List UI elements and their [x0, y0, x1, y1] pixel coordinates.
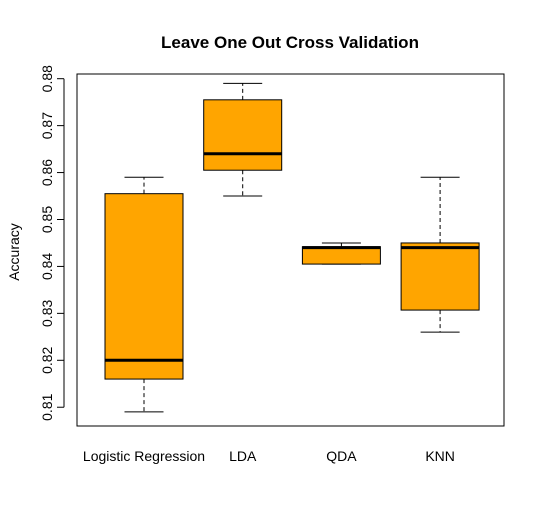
y-tick-label: 0.88	[39, 65, 55, 92]
plot-frame	[76, 73, 505, 427]
y-tick-label: 0.86	[39, 159, 55, 186]
box-logistic-regression	[104, 176, 184, 413]
x-tick-label: LDA	[229, 448, 257, 464]
iqr-box	[203, 99, 283, 171]
y-tick-label: 0.81	[39, 393, 55, 420]
y-tick-label: 0.87	[39, 112, 55, 139]
iqr-box	[400, 242, 480, 311]
box-qda	[301, 242, 381, 265]
plot-area: 0.81 0.82 0.83 0.84 0.85 0.86 0.87 0.88 Logistic…	[39, 65, 505, 464]
chart-title: Leave One Out Cross Validation	[161, 33, 419, 52]
iqr-box	[301, 246, 381, 265]
x-tick-label: QDA	[326, 448, 357, 464]
y-tick-label: 0.82	[39, 346, 55, 373]
y-tick-label: 0.84	[39, 253, 55, 280]
x-tick-label: Logistic Regression	[83, 448, 205, 464]
box-lda	[203, 82, 283, 197]
y-axis-label: Accuracy	[6, 223, 22, 281]
y-tick-label: 0.85	[39, 206, 55, 233]
box-knn	[400, 176, 480, 333]
x-tick-label: KNN	[425, 448, 455, 464]
y-tick-label: 0.83	[39, 300, 55, 327]
iqr-box	[104, 193, 184, 380]
